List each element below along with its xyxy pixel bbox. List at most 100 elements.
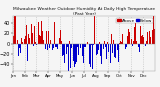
- Bar: [47, 44, 48, 50]
- Bar: [123, 44, 124, 58]
- Bar: [53, 44, 54, 48]
- Bar: [153, 15, 154, 44]
- Bar: [103, 44, 104, 49]
- Bar: [99, 42, 100, 44]
- Bar: [104, 41, 105, 44]
- Bar: [64, 44, 65, 63]
- Bar: [98, 44, 99, 50]
- Bar: [106, 44, 107, 59]
- Bar: [101, 44, 102, 64]
- Bar: [24, 39, 25, 44]
- Bar: [86, 44, 87, 63]
- Bar: [72, 44, 73, 49]
- Bar: [58, 44, 59, 48]
- Bar: [132, 44, 133, 46]
- Bar: [87, 42, 88, 44]
- Bar: [52, 44, 53, 50]
- Bar: [95, 37, 96, 44]
- Bar: [91, 44, 92, 45]
- Bar: [141, 36, 142, 44]
- Bar: [107, 42, 108, 44]
- Bar: [117, 44, 118, 50]
- Bar: [27, 44, 28, 61]
- Bar: [71, 44, 72, 48]
- Bar: [77, 44, 78, 47]
- Bar: [113, 40, 114, 44]
- Bar: [105, 44, 106, 47]
- Bar: [94, 3, 95, 43]
- Bar: [108, 44, 109, 52]
- Bar: [149, 31, 150, 44]
- Bar: [97, 44, 98, 54]
- Bar: [55, 44, 56, 47]
- Bar: [17, 40, 18, 44]
- Bar: [82, 44, 83, 56]
- Bar: [54, 22, 55, 44]
- Bar: [70, 44, 71, 68]
- Bar: [125, 44, 126, 49]
- Bar: [61, 41, 62, 44]
- Bar: [144, 30, 145, 44]
- Bar: [18, 44, 19, 56]
- Bar: [15, 14, 16, 44]
- Bar: [31, 24, 32, 44]
- Bar: [129, 32, 130, 44]
- Bar: [146, 41, 147, 44]
- Bar: [66, 44, 67, 54]
- Bar: [44, 37, 45, 44]
- Bar: [26, 25, 27, 44]
- Bar: [109, 25, 110, 44]
- Bar: [151, 44, 152, 47]
- Bar: [62, 44, 63, 56]
- Bar: [120, 41, 121, 44]
- Title: Milwaukee Weather Outdoor Humidity At Daily High Temperature (Past Year): Milwaukee Weather Outdoor Humidity At Da…: [13, 7, 155, 16]
- Bar: [69, 41, 70, 44]
- Bar: [63, 44, 64, 55]
- Bar: [96, 44, 97, 55]
- Bar: [60, 30, 61, 44]
- Bar: [78, 44, 79, 55]
- Bar: [43, 40, 44, 44]
- Bar: [92, 44, 93, 69]
- Bar: [79, 44, 80, 64]
- Bar: [152, 30, 153, 44]
- Bar: [34, 26, 35, 44]
- Bar: [29, 38, 30, 44]
- Bar: [127, 36, 128, 44]
- Bar: [57, 44, 58, 49]
- Bar: [90, 44, 91, 67]
- Bar: [138, 44, 139, 47]
- Bar: [89, 44, 90, 64]
- Bar: [59, 38, 60, 44]
- Bar: [122, 34, 123, 44]
- Bar: [14, 15, 15, 44]
- Bar: [135, 21, 136, 44]
- Bar: [42, 31, 43, 44]
- Bar: [35, 42, 36, 44]
- Bar: [154, 29, 155, 44]
- Bar: [33, 44, 34, 46]
- Bar: [142, 35, 143, 44]
- Bar: [75, 44, 76, 64]
- Bar: [49, 44, 50, 48]
- Bar: [81, 44, 82, 52]
- Bar: [116, 24, 117, 44]
- Bar: [19, 44, 20, 48]
- Bar: [32, 33, 33, 44]
- Bar: [16, 28, 17, 44]
- Bar: [150, 37, 151, 44]
- Bar: [13, 36, 14, 44]
- Bar: [76, 44, 77, 62]
- Bar: [21, 38, 22, 44]
- Bar: [131, 39, 132, 44]
- Bar: [143, 37, 144, 44]
- Bar: [50, 40, 51, 44]
- Bar: [25, 36, 26, 44]
- Bar: [136, 41, 137, 44]
- Bar: [114, 44, 115, 57]
- Bar: [23, 44, 24, 50]
- Bar: [134, 27, 135, 44]
- Bar: [22, 42, 23, 44]
- Bar: [126, 44, 127, 47]
- Bar: [45, 44, 46, 49]
